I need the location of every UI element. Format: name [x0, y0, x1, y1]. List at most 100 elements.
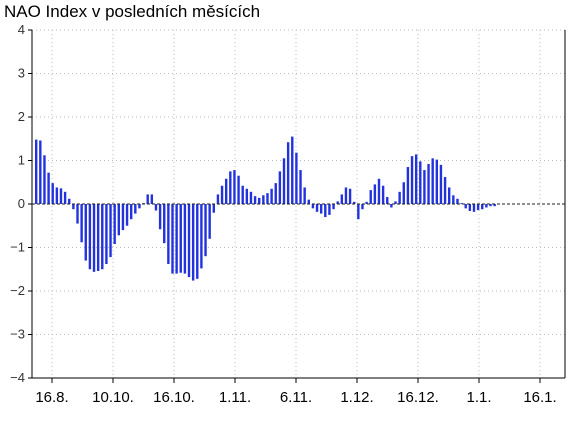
bar: [427, 163, 430, 204]
bar: [266, 193, 269, 205]
bar: [262, 195, 265, 204]
bar: [163, 204, 166, 244]
bar: [229, 171, 232, 205]
y-tick-label: −3: [10, 327, 25, 342]
bar: [390, 204, 393, 208]
bar: [113, 204, 116, 245]
x-tick-label: 1.11.: [219, 389, 251, 406]
bar: [249, 191, 253, 204]
bar: [472, 204, 476, 212]
bar: [129, 204, 133, 220]
bar: [121, 204, 125, 231]
bar: [493, 204, 496, 207]
bar: [423, 170, 426, 204]
x-axis-ticks: 16.8. 10.10. 16.10. 1.11. 6.11. 1.12. 16.12. 1.…: [35, 378, 557, 406]
bar: [307, 199, 310, 204]
bar: [328, 204, 331, 215]
bar: [224, 178, 228, 204]
bar: [286, 142, 290, 204]
bar: [278, 171, 282, 205]
y-tick-label: 3: [18, 66, 25, 81]
bar: [336, 201, 339, 204]
bar: [295, 152, 298, 204]
bar: [146, 194, 149, 204]
bar: [68, 198, 71, 204]
bar: [299, 170, 302, 204]
bar: [394, 201, 397, 204]
bar: [414, 154, 418, 204]
bar: [365, 201, 368, 204]
bar: [456, 198, 459, 204]
bar: [406, 167, 410, 204]
bar: [315, 204, 319, 212]
bar: [253, 196, 257, 204]
bar: [101, 204, 104, 270]
bar: [282, 158, 286, 204]
bar: [138, 204, 141, 209]
bar: [109, 204, 112, 258]
bar: [274, 183, 277, 204]
bar: [460, 203, 463, 204]
bar: [319, 204, 323, 214]
bar: [353, 201, 356, 204]
bar: [88, 204, 92, 270]
y-axis-ticks: 4 3 2 1 0 −1 −2 −3 −4: [10, 22, 32, 385]
bar: [386, 197, 389, 204]
bar: [270, 188, 273, 204]
bar: [84, 204, 87, 261]
bar: [92, 204, 96, 272]
chart-title: NAO Index v posledních měsících: [4, 2, 261, 21]
bar: [448, 187, 451, 204]
bar: [431, 158, 434, 204]
bar: [485, 204, 488, 208]
bar: [183, 204, 187, 274]
bar: [187, 204, 191, 278]
bar: [357, 204, 360, 220]
bar: [167, 204, 170, 265]
bar: [196, 204, 199, 279]
bar: [191, 204, 195, 281]
bar: [324, 204, 327, 218]
bar: [443, 177, 447, 204]
bar: [175, 204, 178, 274]
bar: [410, 156, 414, 204]
bar: [464, 204, 467, 209]
y-tick-label: −1: [10, 240, 25, 255]
bar: [117, 204, 120, 236]
bar: [398, 191, 401, 204]
y-tick-label: −4: [10, 370, 25, 385]
y-tick-label: −2: [10, 283, 25, 298]
bar: [76, 204, 79, 224]
x-tick-label: 6.11.: [280, 389, 312, 406]
bar: [96, 204, 100, 271]
bar: [150, 194, 154, 204]
grid-lines: [32, 29, 565, 378]
bar: [245, 188, 249, 204]
bar: [439, 164, 443, 204]
bar: [80, 204, 83, 243]
bar: [481, 204, 484, 210]
bar: [51, 183, 54, 204]
y-tick-label: 4: [18, 22, 25, 37]
x-tick-label: 16.8.: [35, 389, 68, 406]
bar: [59, 188, 63, 204]
x-tick-label: 1.1.: [466, 389, 491, 406]
bar: [489, 204, 492, 207]
bar: [373, 184, 377, 204]
bar: [204, 204, 207, 257]
bar: [344, 187, 348, 204]
bar: [340, 194, 344, 204]
bar: [39, 140, 42, 204]
bar: [208, 204, 211, 239]
bar: [381, 185, 385, 204]
y-tick-label: 0: [18, 196, 25, 211]
x-tick-label: 16.12.: [397, 389, 439, 406]
bar: [291, 136, 294, 204]
bar: [361, 204, 364, 210]
bar: [63, 191, 67, 204]
bar: [435, 159, 439, 204]
bar: [476, 204, 480, 211]
bar: [348, 188, 352, 204]
bar: [332, 204, 335, 210]
